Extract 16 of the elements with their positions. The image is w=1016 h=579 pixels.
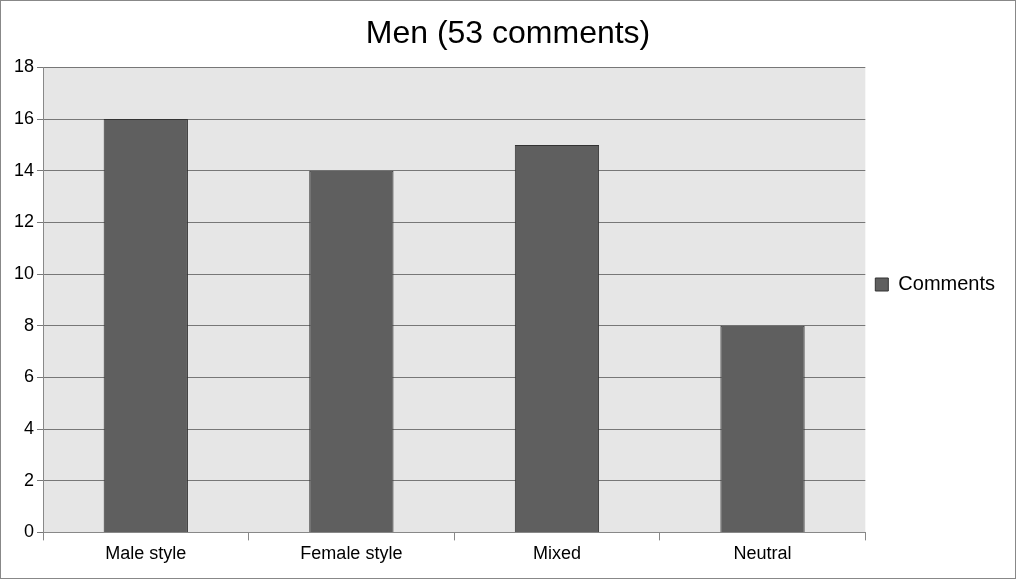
- y-tick-label: 4: [24, 418, 35, 439]
- y-tick-label: 14: [13, 159, 35, 180]
- y-tick-label: 12: [13, 211, 35, 232]
- x-tick-label: Neutral: [733, 543, 792, 564]
- chart-title: Men (53 comments): [365, 14, 651, 51]
- x-tick-label: Male style: [105, 543, 187, 564]
- y-tick-label: 10: [13, 263, 35, 284]
- y-tick-label: 18: [13, 56, 35, 77]
- y-tick-label: 8: [24, 314, 35, 335]
- legend-label: Comments: [898, 272, 996, 295]
- y-tick-label: 0: [24, 521, 35, 542]
- y-tick-label: 2: [24, 469, 35, 490]
- x-tick-label: Female style: [300, 543, 403, 564]
- y-tick-label: 6: [24, 366, 35, 387]
- y-tick-label: 16: [13, 108, 35, 129]
- x-tick-label: Mixed: [532, 543, 581, 564]
